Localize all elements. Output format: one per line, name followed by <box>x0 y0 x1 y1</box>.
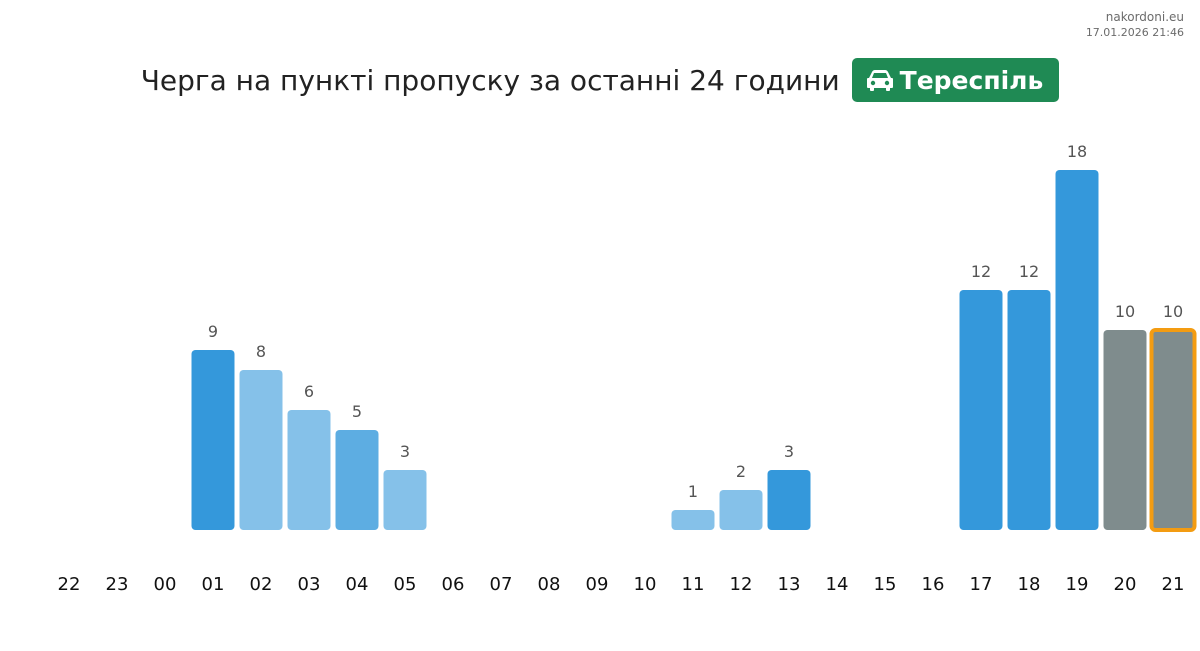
header: Черга на пункті пропуску за останні 24 г… <box>0 58 1200 102</box>
site-name: nakordoni.eu <box>1105 10 1184 24</box>
value-label-02: 8 <box>256 342 266 361</box>
bar-01 <box>191 350 235 530</box>
x-tick-20: 20 <box>1114 574 1137 595</box>
value-label-05: 3 <box>400 442 410 461</box>
crossing-name: Тереспіль <box>899 65 1044 95</box>
x-tick-07: 07 <box>490 574 513 595</box>
x-tick-21: 21 <box>1162 574 1185 595</box>
x-tick-04: 04 <box>346 574 369 595</box>
bar-18 <box>1007 290 1051 530</box>
x-tick-01: 01 <box>202 574 225 595</box>
bar-12 <box>719 490 763 530</box>
value-label-13: 3 <box>784 442 794 461</box>
site-info: nakordoni.eu 17.01.2026 21:46 <box>1086 9 1184 41</box>
x-tick-09: 09 <box>586 574 609 595</box>
bar-21 <box>1149 328 1197 532</box>
value-label-20: 10 <box>1115 302 1135 321</box>
value-label-19: 18 <box>1067 142 1087 161</box>
x-tick-08: 08 <box>538 574 561 595</box>
car-icon <box>866 70 893 91</box>
x-tick-16: 16 <box>922 574 945 595</box>
x-tick-03: 03 <box>298 574 321 595</box>
bar-11 <box>671 510 715 530</box>
x-tick-18: 18 <box>1018 574 1041 595</box>
x-tick-15: 15 <box>874 574 897 595</box>
bar-02 <box>239 370 283 530</box>
value-label-17: 12 <box>971 262 991 281</box>
timestamp: 17.01.2026 21:46 <box>1085 26 1184 39</box>
bar-03 <box>287 410 331 530</box>
crossing-badge: Тереспіль <box>851 58 1060 102</box>
x-tick-12: 12 <box>730 574 753 595</box>
value-label-11: 1 <box>688 482 698 501</box>
page-title: Черга на пункті пропуску за останні 24 г… <box>140 63 840 97</box>
value-label-12: 2 <box>736 462 746 481</box>
x-tick-02: 02 <box>250 574 273 595</box>
x-tick-14: 14 <box>826 574 849 595</box>
x-tick-19: 19 <box>1066 574 1089 595</box>
value-label-18: 12 <box>1019 262 1039 281</box>
bar-17 <box>959 290 1003 530</box>
x-tick-23: 23 <box>106 574 129 595</box>
x-tick-00: 00 <box>154 574 177 595</box>
value-label-21: 10 <box>1163 302 1183 321</box>
x-tick-11: 11 <box>682 574 705 595</box>
x-tick-17: 17 <box>970 574 993 595</box>
x-tick-05: 05 <box>394 574 417 595</box>
x-tick-13: 13 <box>778 574 801 595</box>
bar-19 <box>1055 170 1099 530</box>
x-tick-22: 22 <box>58 574 81 595</box>
value-label-01: 9 <box>208 322 218 341</box>
value-label-04: 5 <box>352 402 362 421</box>
bar-04 <box>335 430 379 530</box>
value-label-03: 6 <box>304 382 314 401</box>
x-tick-10: 10 <box>634 574 657 595</box>
bar-13 <box>767 470 811 530</box>
bar-05 <box>383 470 427 530</box>
x-tick-06: 06 <box>442 574 465 595</box>
bar-20 <box>1103 330 1147 530</box>
